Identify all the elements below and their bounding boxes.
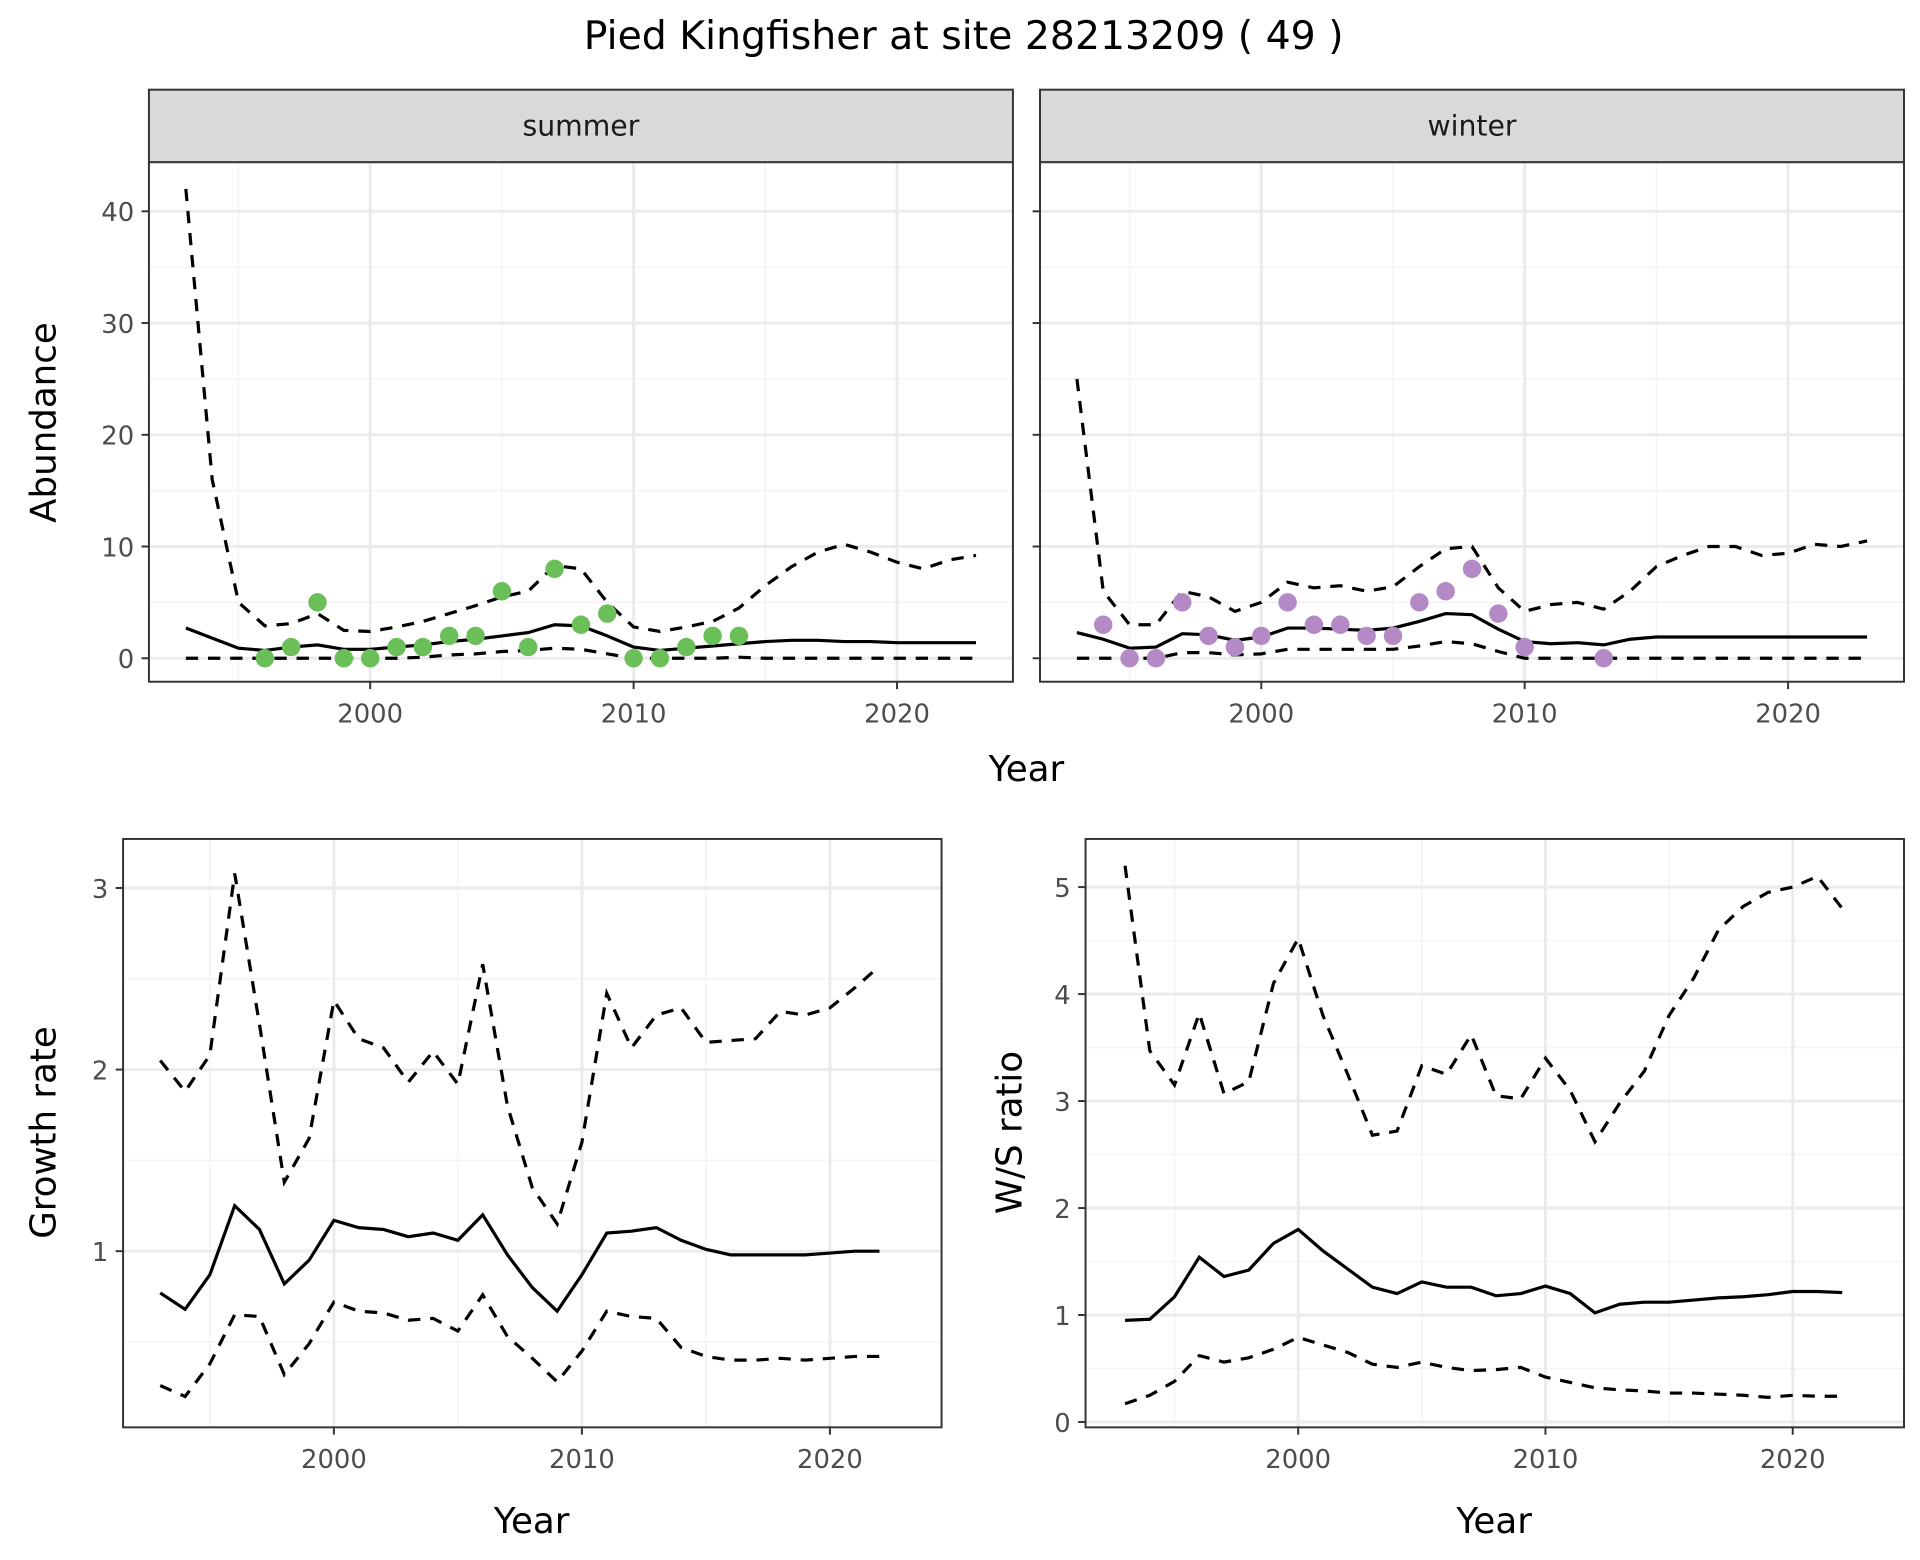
x-tick-label: 2020: [1755, 699, 1821, 729]
y-tick-label: 30: [101, 310, 134, 340]
y-tick-label: 2: [92, 1056, 108, 1086]
data-point: [334, 649, 354, 668]
data-point: [387, 637, 406, 657]
data-point: [545, 559, 564, 579]
data-point: [729, 626, 749, 646]
data-point: [650, 649, 670, 668]
data-point: [624, 649, 643, 668]
mean-line: [1076, 611, 1868, 650]
y-tick-label: 2: [1054, 1195, 1070, 1225]
data-point: [1304, 615, 1324, 634]
data-point: [1146, 649, 1166, 668]
facet-strip: [1039, 88, 1905, 164]
data-point: [466, 626, 485, 646]
x-tick-label: 2000: [301, 1445, 367, 1475]
panel-border: [122, 837, 943, 1429]
chart-title: Pied Kingfisher at site 28213209 ( 49 ): [584, 13, 1344, 59]
data-point: [255, 649, 275, 668]
x-tick-label: 2000: [1265, 1445, 1331, 1475]
data-point: [1093, 615, 1113, 634]
lower-bound-line: [159, 1291, 880, 1399]
y-tick-label: 5: [1054, 874, 1070, 904]
y-tick-label: 1: [1054, 1302, 1070, 1332]
y-axis-label: Abundance: [23, 322, 64, 523]
x-tick-label: 2020: [797, 1445, 863, 1475]
x-axis-label: Year: [493, 1501, 570, 1542]
data-point: [571, 615, 591, 634]
mean-line: [159, 1202, 880, 1314]
panel-summer: summer 2000 2010 2020 0 10 20 30 40 Abundance: [23, 88, 1014, 729]
upper-bound-line: [1075, 378, 1868, 627]
data-point: [677, 637, 696, 657]
y-tick-label: 4: [1054, 981, 1070, 1011]
data-point: [1331, 615, 1350, 634]
data-point: [1173, 593, 1192, 612]
top-x-axis-label: Year: [988, 749, 1065, 790]
facet-strip: [147, 88, 1014, 164]
data-point: [598, 604, 617, 623]
x-tick-label: 2010: [1513, 1445, 1579, 1475]
data-point: [308, 593, 327, 612]
lower-bound-line: [185, 646, 976, 660]
data-point: [519, 637, 538, 657]
data-point: [1515, 637, 1534, 657]
y-tick-label: 40: [101, 198, 134, 228]
data-point: [439, 626, 459, 646]
y-tick-label: 0: [118, 645, 134, 675]
y-tick-label: 3: [1054, 1088, 1070, 1118]
y-axis-label: Growth rate: [23, 1026, 64, 1239]
data-point: [1357, 626, 1376, 646]
data-point: [703, 626, 722, 646]
data-point: [492, 582, 512, 601]
x-tick-label: 2010: [549, 1445, 615, 1475]
data-point: [281, 637, 301, 657]
upper-bound-line: [184, 188, 977, 634]
mean-line: [1124, 1227, 1843, 1322]
y-tick-label: 10: [101, 533, 134, 563]
panel-border: [147, 161, 1014, 683]
panel-growth: 2000 2010 2020 1 2 3 Year Growth rate: [23, 837, 943, 1542]
upper-bound-line: [158, 873, 881, 1228]
data-point: [413, 637, 433, 657]
x-tick-label: 2010: [601, 699, 667, 729]
x-tick-label: 2010: [1492, 699, 1558, 729]
upper-bound-line: [1123, 865, 1844, 1146]
y-axis-label: W/S ratio: [990, 1051, 1031, 1214]
data-point: [1462, 559, 1482, 579]
x-tick-label: 2000: [337, 699, 403, 729]
x-tick-label: 2020: [1760, 1445, 1826, 1475]
data-point: [1199, 626, 1218, 646]
y-tick-label: 20: [101, 422, 134, 452]
panel-border: [1039, 161, 1905, 683]
data-point: [1120, 649, 1139, 668]
y-tick-label: 1: [92, 1238, 108, 1268]
x-tick-label: 2020: [864, 699, 930, 729]
facet-strip-label: winter: [1427, 110, 1516, 143]
lower-bound-line: [1124, 1335, 1843, 1406]
data-point: [1383, 626, 1403, 646]
data-point: [1489, 604, 1508, 623]
data-point: [1278, 593, 1297, 612]
x-tick-label: 2000: [1228, 699, 1294, 729]
panel-border: [1084, 837, 1905, 1429]
y-tick-label: 0: [1054, 1409, 1070, 1439]
panel-winter: winter 2000 2010 2020: [1032, 88, 1905, 729]
data-point: [1594, 649, 1613, 668]
data-point: [1225, 637, 1245, 657]
panel-ratio: 2000 2010 2020 0 1 2 3 4 5 Year W/S ratio: [990, 837, 1905, 1542]
data-point: [1410, 593, 1429, 612]
y-tick-label: 3: [92, 875, 108, 905]
facet-strip-label: summer: [522, 110, 639, 143]
x-axis-label: Year: [1455, 1501, 1532, 1542]
data-point: [1436, 582, 1455, 601]
lower-bound-line: [1076, 639, 1868, 660]
data-point: [1252, 626, 1271, 646]
data-point: [360, 649, 380, 668]
